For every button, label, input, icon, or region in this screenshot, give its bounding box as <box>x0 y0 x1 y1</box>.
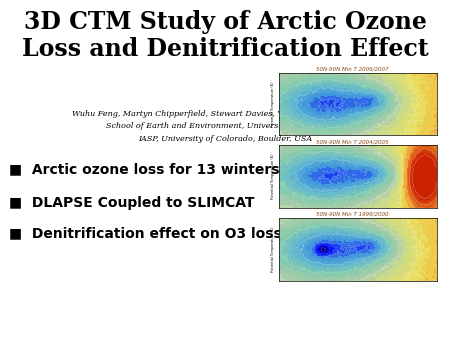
Text: ■  DLAPSE Coupled to SLIMCAT: ■ DLAPSE Coupled to SLIMCAT <box>9 196 255 210</box>
Text: ■  Denitrification effect on O3 loss: ■ Denitrification effect on O3 loss <box>9 226 282 240</box>
Text: Potential Temperature (K): Potential Temperature (K) <box>271 226 275 272</box>
Text: Potential Temperature (K): Potential Temperature (K) <box>271 81 275 127</box>
Text: Wuhu Feng, Martyn Chipperfield, Stewart Davies, V.L. Harvey, C.E. Randall: Wuhu Feng, Martyn Chipperfield, Stewart … <box>72 110 378 118</box>
Text: 50N-90N Min T 2004/2005: 50N-90N Min T 2004/2005 <box>316 139 388 144</box>
Text: School of Earth and Environment, University of Leeds, UK: School of Earth and Environment, Univers… <box>106 122 344 130</box>
Text: 50N-90N Min T 2006/2007: 50N-90N Min T 2006/2007 <box>316 67 388 72</box>
Text: Potential Temperature (K): Potential Temperature (K) <box>271 154 275 199</box>
Text: 50N-90N Min T 1999/2000: 50N-90N Min T 1999/2000 <box>316 212 388 217</box>
Text: ■  Arctic ozone loss for 13 winters: ■ Arctic ozone loss for 13 winters <box>9 162 279 176</box>
Text: 3D CTM Study of Arctic Ozone
Loss and Denitrification Effect: 3D CTM Study of Arctic Ozone Loss and De… <box>22 10 428 61</box>
Text: IASP, University of Colorado, Boulder, USA: IASP, University of Colorado, Boulder, U… <box>138 135 312 143</box>
